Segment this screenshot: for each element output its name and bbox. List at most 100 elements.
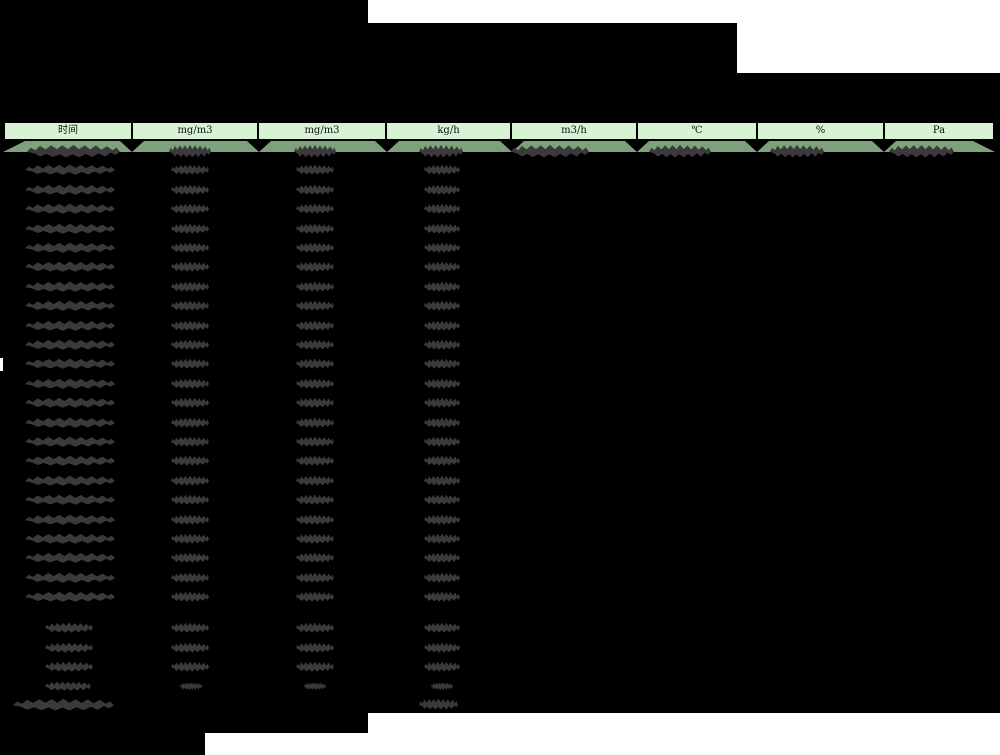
redacted-cell [13, 698, 114, 711]
redacted-cell [171, 320, 209, 331]
header-cell-m3-h[interactable]: m3/h [512, 123, 636, 139]
redacted-cell [424, 300, 460, 311]
redacted-cell [171, 494, 209, 505]
redacted-cell [296, 436, 334, 447]
redacted-cell [171, 339, 209, 350]
redacted-cell [25, 494, 115, 505]
redacted-cell [296, 514, 334, 525]
redacted-cell [294, 144, 336, 158]
redacted-cell [511, 144, 589, 158]
redacted-cell [296, 261, 334, 272]
redacted-cell [649, 144, 711, 158]
redacted-cell [171, 436, 209, 447]
redacted-cell [25, 320, 115, 331]
redacted-cell [424, 242, 460, 253]
redacted-cell [25, 358, 115, 369]
redacted-cell [171, 184, 209, 195]
redacted-cell [424, 339, 460, 350]
redacted-cell [171, 281, 209, 292]
redacted-cell [296, 552, 334, 563]
redacted-cell [45, 681, 91, 691]
redacted-cell [171, 552, 209, 563]
redacted-cell [296, 339, 334, 350]
redacted-cell [431, 682, 453, 690]
redacted-cell [296, 417, 334, 428]
redacted-cell [27, 144, 120, 158]
redacted-cell [296, 475, 334, 486]
redacted-cell [424, 320, 460, 331]
redacted-cell [424, 514, 460, 525]
band-notch-icon [375, 141, 399, 152]
redacted-cell [296, 184, 334, 195]
redacted-cell [171, 223, 209, 234]
redacted-cell [171, 591, 209, 602]
redacted-cell [424, 417, 460, 428]
redacted-cell [169, 144, 211, 158]
redacted-cell [25, 242, 115, 253]
header-cell-mg-m3-b[interactable]: mg/m3 [259, 123, 385, 139]
redacted-cell [424, 661, 460, 672]
redacted-cell [424, 552, 460, 563]
redacted-cell [424, 223, 460, 234]
redacted-cell [424, 184, 460, 195]
header-cell-percent[interactable]: % [758, 123, 883, 139]
redacted-cell [296, 320, 334, 331]
redacted-cell [424, 591, 460, 602]
redacted-cell [424, 436, 460, 447]
white-mask-top-right [737, 23, 1000, 73]
redacted-cell [171, 242, 209, 253]
redacted-cell [25, 281, 115, 292]
redacted-cell [25, 572, 115, 583]
header-cell-celsius[interactable]: ℃ [638, 123, 756, 139]
redacted-cell [171, 572, 209, 583]
redacted-cell [296, 572, 334, 583]
header-cell-pa[interactable]: Pa [885, 123, 993, 139]
redacted-cell [424, 378, 460, 389]
redacted-cell [296, 622, 334, 633]
redacted-cell [296, 300, 334, 311]
redacted-cell [770, 144, 824, 158]
redacted-cell [25, 164, 115, 175]
redacted-cell [25, 436, 115, 447]
redacted-cell [171, 455, 209, 466]
redacted-cell [25, 417, 115, 428]
redacted-cell [296, 494, 334, 505]
white-mask-bottom-right [368, 713, 1000, 755]
redacted-cell [25, 300, 115, 311]
redacted-cell [424, 642, 460, 653]
header-cell-time[interactable]: 时间 [5, 123, 131, 139]
redacted-cell [296, 203, 334, 214]
redacted-cell [424, 533, 460, 544]
redacted-cell [25, 533, 115, 544]
band-notch-icon [247, 141, 271, 152]
redacted-cell [296, 661, 334, 672]
redacted-cell [171, 642, 209, 653]
redacted-cell [171, 164, 209, 175]
redacted-cell [171, 417, 209, 428]
header-cell-mg-m3-a[interactable]: mg/m3 [133, 123, 257, 139]
band-notch-icon [500, 141, 524, 152]
white-mask-top-band [368, 0, 1000, 23]
redacted-cell [304, 682, 326, 690]
redacted-cell [424, 164, 460, 175]
redacted-cell [296, 242, 334, 253]
redacted-cell [424, 261, 460, 272]
redacted-cell [424, 281, 460, 292]
redacted-cell [25, 397, 115, 408]
redacted-cell [296, 533, 334, 544]
redacted-cell [171, 203, 209, 214]
redacted-cell [889, 144, 954, 158]
redacted-cell [171, 533, 209, 544]
redacted-cell [424, 475, 460, 486]
redacted-cell [25, 223, 115, 234]
redacted-cell [171, 514, 209, 525]
redacted-row-band [3, 141, 995, 152]
header-cell-kg-h[interactable]: kg/h [387, 123, 510, 139]
redacted-cell [171, 661, 209, 672]
redacted-cell [25, 552, 115, 563]
redacted-cell [25, 339, 115, 350]
redacted-cell [171, 622, 209, 633]
redacted-cell [296, 642, 334, 653]
redacted-cell [424, 494, 460, 505]
